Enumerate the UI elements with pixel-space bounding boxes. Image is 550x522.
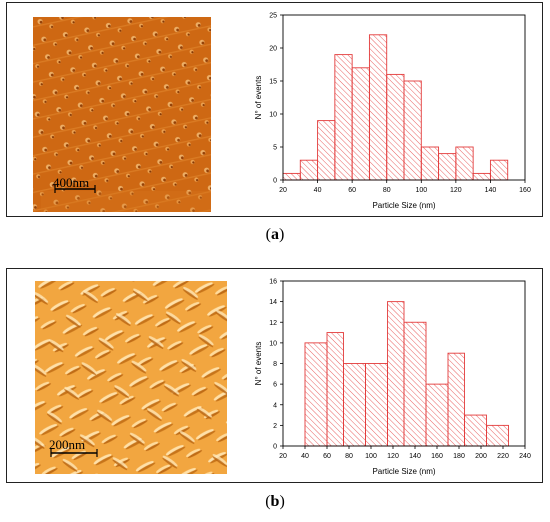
histogram-bar: [425, 383, 449, 447]
histogram-bar: [403, 80, 422, 181]
histogram-bar: [343, 363, 366, 447]
x-tick-label: 140: [485, 187, 497, 194]
histogram-bar: [447, 352, 465, 447]
panel-b-frame: 200nm 20 40 60 80 100 120 140 160 180 200 220 240 0 2…: [6, 268, 543, 483]
plot-frame: [282, 14, 526, 181]
histogram-bar: [365, 363, 388, 447]
histogram-bar: [304, 342, 328, 447]
y-tick-label: 0: [273, 444, 277, 451]
scale-label-b: 200nm: [49, 437, 85, 452]
y-tick-label: 15: [269, 79, 277, 86]
x-tick-label: 40: [314, 187, 322, 194]
y-tick-label: 25: [269, 13, 277, 20]
x-tick-label: 80: [383, 187, 391, 194]
y-tick-label: 10: [269, 340, 277, 347]
y-tick-label: 10: [269, 112, 277, 119]
x-tick-label: 100: [415, 187, 427, 194]
histogram-bar: [282, 172, 301, 181]
x-tick-label: 160: [431, 453, 443, 460]
histogram-b: 20 40 60 80 100 120 140 160 180 200 220 240 0 2 4 6 8 10 1…: [254, 279, 531, 477]
y-tick-label: 0: [273, 178, 277, 185]
histogram-bar: [420, 146, 440, 181]
y-tick-label: 14: [269, 299, 277, 306]
afm-image-b: 200nm: [35, 281, 227, 474]
y-tick-label: 8: [273, 361, 277, 368]
histogram-bar: [387, 301, 405, 447]
histogram-bar: [464, 414, 487, 447]
x-tick-label: 140: [409, 453, 421, 460]
x-tick-label: 20: [279, 187, 287, 194]
histogram-bar: [334, 54, 353, 181]
y-tick-label: 16: [269, 279, 277, 286]
x-tick-label: 160: [519, 187, 531, 194]
y-tick-label: 12: [269, 320, 277, 327]
histogram-bar: [299, 159, 319, 181]
histogram-bar: [317, 120, 336, 181]
x-tick-label: 180: [453, 453, 465, 460]
histogram-bar: [386, 73, 405, 181]
caption-b: (b): [265, 493, 285, 510]
x-tick-label: 200: [475, 453, 487, 460]
x-tick-label: 120: [387, 453, 399, 460]
caption-a: (a): [265, 226, 285, 243]
histogram-bar: [472, 172, 491, 181]
histogram-bar: [455, 146, 474, 181]
x-tick-label: 40: [301, 453, 309, 460]
x-axis-label: Particle Size (nm): [372, 467, 435, 476]
x-tick-label: 240: [519, 453, 531, 460]
histogram-bar: [368, 34, 388, 181]
histogram-bar: [489, 159, 509, 181]
x-tick-label: 120: [450, 187, 462, 194]
histogram-bar: [326, 332, 344, 447]
y-tick-label: 2: [273, 423, 277, 430]
histogram-bar: [438, 153, 457, 181]
scale-label-a: 400nm: [53, 175, 89, 190]
x-tick-label: 80: [345, 453, 353, 460]
afm-image-a: 400nm: [33, 17, 211, 212]
x-tick-label: 60: [348, 187, 356, 194]
histogram-bar: [403, 321, 427, 447]
y-tick-label: 5: [273, 145, 277, 152]
x-tick-label: 20: [279, 453, 287, 460]
y-axis-label: N° of events: [254, 342, 263, 386]
x-tick-label: 100: [365, 453, 377, 460]
x-tick-label: 60: [323, 453, 331, 460]
histogram-a: 20 40 60 80 100 120 140 160 0 5 10 15 20 25 Particle S…: [254, 13, 531, 211]
histogram-bar: [351, 67, 370, 181]
y-tick-label: 20: [269, 46, 277, 53]
y-tick-label: 4: [273, 402, 277, 409]
panel-a-frame: 400nm 20 40 60 80 100 120 140 160 0 5 10 15 20 25 Part…: [6, 2, 543, 217]
y-tick-label: 6: [273, 382, 277, 389]
x-axis-label: Particle Size (nm): [372, 201, 435, 210]
histogram-bar: [486, 424, 509, 447]
x-tick-label: 220: [497, 453, 509, 460]
y-axis-label: N° of events: [254, 76, 263, 120]
